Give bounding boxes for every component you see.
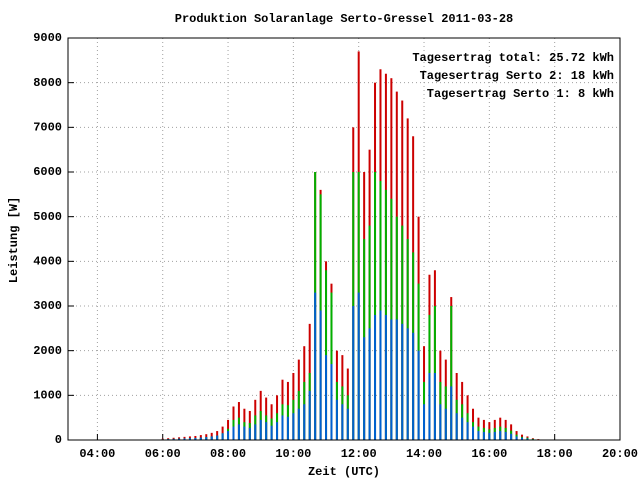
- impulse: [319, 310, 322, 440]
- impulse: [286, 416, 289, 440]
- impulse: [276, 422, 279, 440]
- y-tick-label: 7000: [33, 121, 62, 135]
- impulse: [428, 373, 431, 440]
- impulse: [406, 328, 409, 440]
- impulse: [314, 292, 317, 440]
- y-tick-label: 6000: [33, 165, 62, 179]
- y-tick-label: 1000: [33, 389, 62, 403]
- impulse: [270, 425, 273, 440]
- impulse: [188, 436, 191, 440]
- impulse: [221, 433, 224, 440]
- y-tick-label: 4000: [33, 255, 62, 269]
- impulse: [417, 350, 420, 440]
- impulse: [243, 426, 246, 440]
- y-tick-label: 0: [55, 433, 62, 447]
- impulse: [357, 292, 360, 440]
- impulse: [194, 437, 197, 440]
- impulse: [466, 422, 469, 440]
- impulse: [188, 438, 191, 440]
- impulse: [178, 438, 181, 440]
- x-tick-label: 10:00: [275, 447, 311, 461]
- impulse: [259, 419, 262, 440]
- impulse: [384, 314, 387, 440]
- legend-entry: Tagesertrag Serto 1: 8 kWh: [427, 87, 614, 101]
- impulse: [346, 408, 349, 440]
- y-tick-label: 8000: [33, 76, 62, 90]
- impulse: [488, 432, 491, 440]
- impulse: [303, 404, 306, 440]
- impulse: [227, 431, 230, 440]
- impulse: [341, 404, 344, 440]
- impulse: [515, 436, 518, 440]
- legend-entry: Tagesertrag total: 25.72 kWh: [412, 51, 614, 65]
- impulse: [510, 433, 513, 440]
- impulse: [504, 431, 507, 440]
- impulse: [412, 332, 415, 440]
- y-tick-label: 9000: [33, 31, 62, 45]
- impulse: [292, 413, 295, 440]
- impulse: [248, 427, 251, 440]
- impulse: [493, 431, 496, 440]
- impulse: [308, 390, 311, 440]
- impulse: [232, 426, 235, 440]
- impulse: [330, 364, 333, 440]
- impulse: [374, 172, 377, 440]
- impulse: [472, 426, 475, 440]
- impulse: [368, 328, 371, 440]
- impulse: [237, 424, 240, 440]
- impulse: [325, 355, 328, 440]
- y-tick-label: 2000: [33, 344, 62, 358]
- impulse: [254, 424, 257, 440]
- impulse: [395, 319, 398, 440]
- impulse: [450, 306, 453, 440]
- impulse: [205, 437, 208, 440]
- x-tick-label: 20:00: [602, 447, 638, 461]
- x-tick-label: 16:00: [471, 447, 507, 461]
- impulse: [526, 438, 529, 440]
- x-tick-label: 08:00: [210, 447, 246, 461]
- chart-title: Produktion Solaranlage Serto-Gressel 201…: [175, 12, 513, 26]
- impulse: [433, 373, 436, 440]
- impulse: [379, 310, 382, 440]
- impulse: [183, 436, 186, 440]
- impulse: [521, 437, 524, 440]
- impulse: [265, 422, 268, 440]
- y-tick-label: 3000: [33, 299, 62, 313]
- impulse: [216, 435, 219, 440]
- impulse: [172, 438, 175, 440]
- impulse: [363, 337, 366, 440]
- impulse: [482, 431, 485, 440]
- x-tick-label: 18:00: [537, 447, 573, 461]
- impulse: [499, 431, 502, 440]
- impulse: [477, 431, 480, 440]
- impulse: [335, 399, 338, 440]
- impulse: [439, 404, 442, 440]
- x-tick-label: 14:00: [406, 447, 442, 461]
- impulse: [183, 438, 186, 440]
- x-tick-label: 12:00: [341, 447, 377, 461]
- impulse: [450, 386, 453, 440]
- plot-frame: [67, 37, 621, 441]
- impulse: [423, 404, 426, 440]
- impulse: [210, 436, 213, 440]
- x-axis-label: Zeit (UTC): [308, 465, 380, 479]
- x-tick-label: 06:00: [145, 447, 181, 461]
- impulse: [281, 415, 284, 440]
- impulse: [352, 306, 355, 440]
- impulse: [199, 437, 202, 440]
- impulse: [461, 417, 464, 440]
- impulse: [401, 323, 404, 440]
- impulse: [455, 413, 458, 440]
- legend-entry: Tagesertrag Serto 2: 18 kWh: [420, 69, 614, 83]
- y-axis-label: Leistung [W]: [7, 197, 21, 283]
- impulse: [297, 408, 300, 440]
- impulse: [444, 408, 447, 440]
- impulse: [390, 319, 393, 440]
- x-tick-label: 04:00: [79, 447, 115, 461]
- impulse: [374, 314, 377, 440]
- y-tick-label: 5000: [33, 210, 62, 224]
